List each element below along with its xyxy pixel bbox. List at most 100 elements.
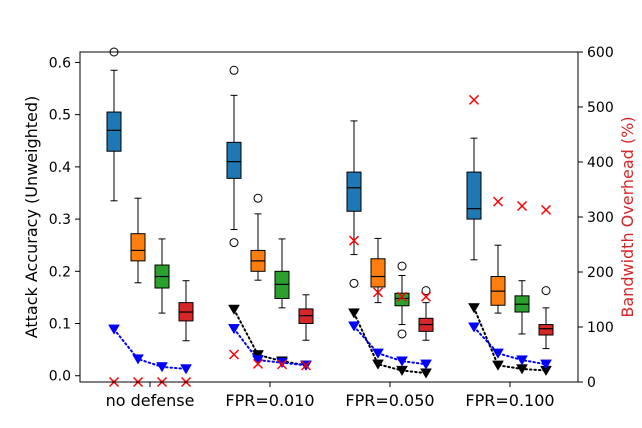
box-red	[298, 294, 314, 341]
box-orange	[130, 197, 146, 284]
black-triangle-marker	[348, 308, 360, 319]
y-tick-label: 0.0	[49, 369, 71, 385]
box-iqr	[538, 324, 554, 336]
blue-triangle-marker	[540, 359, 552, 370]
blue-marker-line	[233, 327, 307, 367]
y-tick-label: 0.2	[49, 264, 71, 280]
blue-triangle-marker	[228, 324, 240, 335]
left-y-axis-label: Attack Accuracy (Unweighted)	[22, 96, 41, 339]
box-iqr	[466, 171, 482, 220]
box-iqr	[394, 292, 410, 307]
overhead-marker	[420, 291, 432, 302]
y2-tick-label: 500	[587, 100, 614, 116]
y2-tick-label: 400	[587, 155, 614, 171]
y-tick-label: 0.5	[49, 108, 71, 124]
overhead-marker	[396, 291, 408, 302]
outlier-point	[541, 286, 551, 296]
x-tick-label: FPR=0.010	[225, 391, 314, 410]
black-triangle-marker	[252, 350, 264, 361]
overhead-marker-stroke	[372, 287, 384, 298]
overhead-marker	[468, 94, 480, 105]
blue-triangle-marker	[348, 321, 360, 332]
right-y-axis: 0 100 200 300 400 500 600	[578, 45, 614, 391]
overhead-marker	[276, 359, 288, 370]
overhead-marker-stroke	[540, 204, 552, 215]
box-iqr	[370, 258, 386, 288]
outlier-point	[229, 238, 239, 248]
blue-triangle-marker	[396, 356, 408, 367]
box-blue	[346, 120, 362, 288]
overhead-marker-stroke	[300, 360, 312, 371]
box-blue	[466, 137, 482, 261]
y-tick-label: 0.4	[49, 160, 71, 176]
overhead-marker	[492, 196, 504, 207]
box-group	[226, 65, 314, 371]
black-marker-line	[233, 308, 307, 367]
x-axis: no defense FPR=0.010 FPR=0.050 FPR=0.100	[106, 382, 555, 410]
outlier-point	[421, 286, 431, 296]
overhead-marker-stroke	[276, 359, 288, 370]
overhead-marker	[228, 349, 240, 360]
overhead-marker-stroke	[468, 94, 480, 105]
outlier-point	[349, 278, 359, 288]
blue-triangle-marker	[516, 355, 528, 366]
y-tick-label: 0.6	[49, 55, 71, 71]
black-triangle-marker	[468, 303, 480, 314]
blue-marker-line	[473, 326, 547, 366]
black-triangle-marker	[228, 304, 240, 315]
box-blue	[226, 65, 242, 248]
x-tick-label: no defense	[106, 391, 195, 410]
overhead-marker-stroke	[348, 235, 360, 246]
overhead-marker-stroke	[420, 291, 432, 302]
y2-tick-label: 100	[587, 320, 614, 336]
box-green	[514, 280, 530, 335]
box-green	[274, 238, 290, 309]
box-group	[466, 94, 554, 376]
overhead-marker	[372, 287, 384, 298]
box-iqr	[226, 141, 242, 179]
outlier-point	[229, 65, 239, 75]
outlier-point	[397, 329, 407, 339]
overhead-marker	[348, 235, 360, 246]
overhead-marker	[540, 204, 552, 215]
right-y-axis-label: Bandwidth Overhead (%)	[618, 116, 637, 317]
box-green	[154, 238, 170, 314]
overhead-marker	[252, 358, 264, 369]
blue-triangle-marker	[108, 324, 120, 335]
y2-tick-label: 300	[587, 210, 614, 226]
x-tick-label: FPR=0.100	[465, 391, 554, 410]
blue-marker-line	[113, 328, 187, 370]
x-tick-label: FPR=0.050	[345, 391, 434, 410]
blue-triangle-marker	[492, 348, 504, 359]
blue-triangle-marker	[372, 348, 384, 359]
box-iqr	[130, 233, 146, 262]
y-tick-label: 0.1	[49, 317, 71, 333]
box-red	[178, 280, 194, 342]
blue-triangle-marker	[132, 354, 144, 365]
overhead-marker-stroke	[228, 349, 240, 360]
outlier-point	[253, 193, 263, 203]
box-red	[418, 286, 434, 341]
y2-tick-label: 0	[587, 375, 596, 391]
y2-tick-label: 600	[587, 45, 614, 61]
overhead-marker-stroke	[396, 291, 408, 302]
box-iqr	[106, 111, 122, 152]
black-triangle-marker	[372, 359, 384, 370]
blue-triangle-marker	[156, 362, 168, 373]
overhead-marker	[300, 360, 312, 371]
plot-area	[106, 47, 554, 388]
box-iqr	[346, 171, 362, 212]
overhead-marker-stroke	[492, 196, 504, 207]
overhead-marker	[516, 200, 528, 212]
black-triangle-marker	[492, 360, 504, 371]
box-group	[346, 120, 434, 379]
y-tick-label: 0.3	[49, 212, 71, 228]
outlier-point	[397, 261, 407, 271]
blue-marker-line	[353, 325, 427, 366]
blue-triangle-marker	[180, 364, 192, 375]
overhead-marker-stroke	[252, 358, 264, 369]
y2-tick-label: 200	[587, 265, 614, 281]
overhead-marker-stroke	[516, 200, 528, 212]
